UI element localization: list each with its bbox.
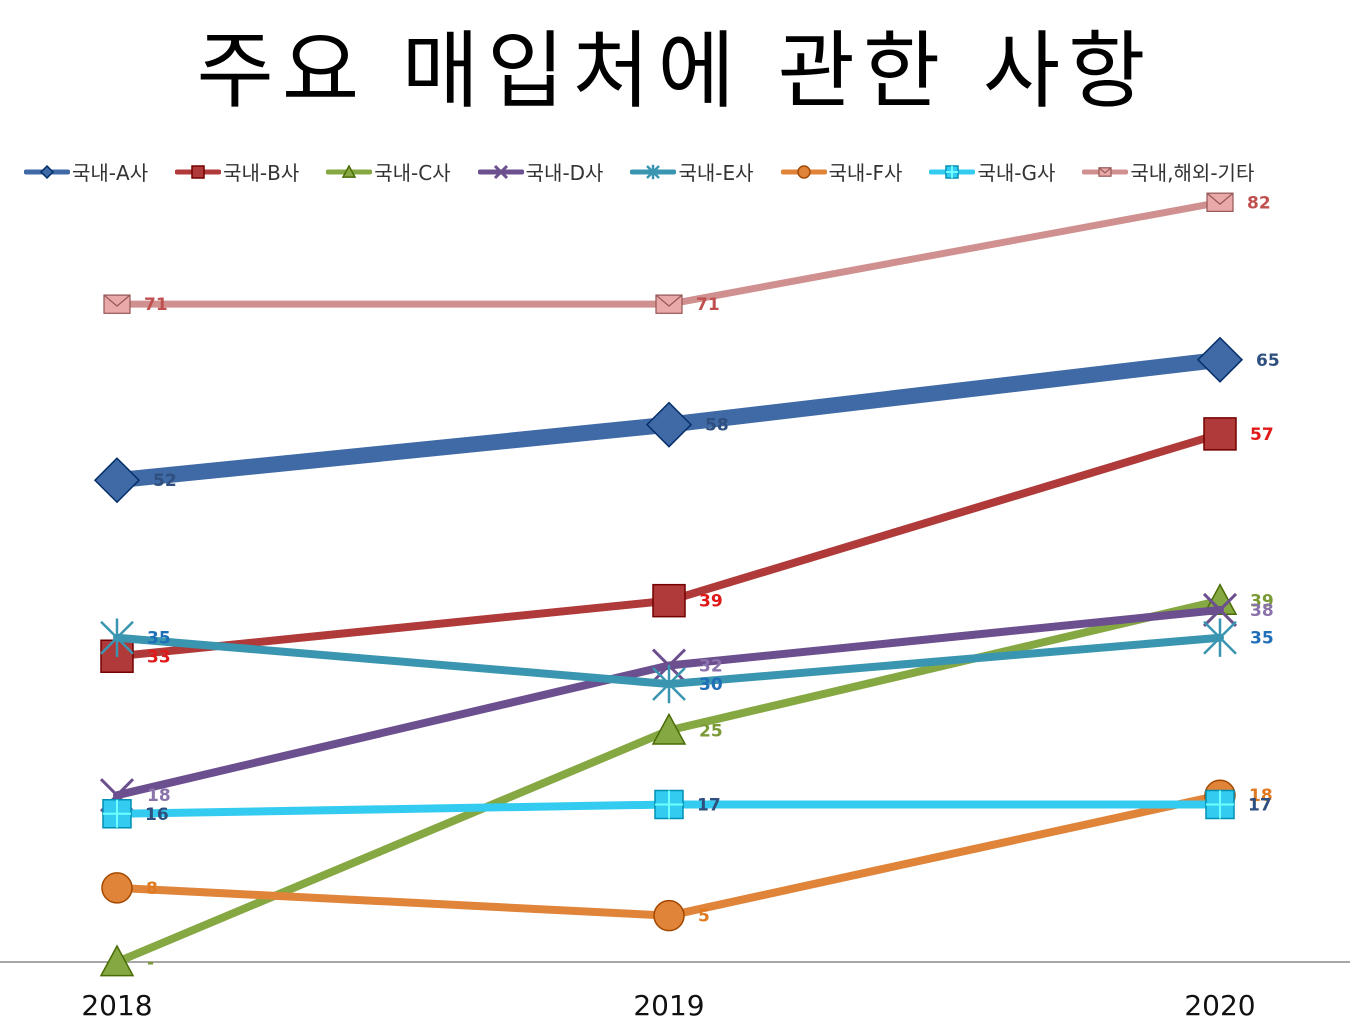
data-point-marker — [645, 401, 693, 448]
data-label: 17 — [1248, 795, 1272, 815]
legend-item: 국내-G사 — [929, 157, 1055, 186]
legend-item: 국내-E사 — [630, 157, 754, 186]
legend-item: 국내,해외-기타 — [1082, 157, 1254, 186]
data-label: - — [147, 953, 154, 973]
data-label: 32 — [699, 657, 723, 677]
data-point-marker — [652, 664, 686, 704]
x-tick-label: 2019 — [633, 989, 704, 1022]
data-label: 65 — [1256, 351, 1280, 371]
series-7: 16 17 17 — [102, 789, 1272, 829]
data-point-marker — [103, 294, 131, 314]
series-6: 8 5 18 — [101, 779, 1273, 932]
data-point-marker — [1203, 618, 1237, 657]
data-point-marker — [93, 457, 141, 504]
data-point-marker — [99, 944, 135, 977]
series-2: 33 39 57 — [100, 417, 1274, 674]
legend-label: 국내-E사 — [678, 161, 754, 185]
legend-swatch — [477, 164, 524, 179]
chart-legend: 국내-A사 국내-B사 국내-C사 국내-D사 국내-E사 국내-F사 국내-G사 국내,해외… — [24, 157, 1281, 186]
legend-label: 국내-A사 — [72, 161, 149, 185]
data-label: 25 — [699, 721, 723, 741]
data-label: 52 — [153, 471, 177, 491]
legend-item: 국내-A사 — [24, 157, 148, 186]
legend-label: 국내-D사 — [525, 161, 604, 185]
legend-swatch — [1082, 166, 1129, 177]
legend-swatch — [326, 163, 373, 178]
legend-label: 국내-F사 — [828, 161, 903, 185]
legend-item: 국내-B사 — [175, 157, 299, 186]
data-point-marker — [1196, 336, 1244, 383]
data-point-marker — [652, 583, 686, 618]
legend-label: 국내,해외-기타 — [1130, 161, 1255, 185]
chart-title: 주요 매입처에 관한 사항 — [196, 22, 1154, 120]
legend-label: 국내-G사 — [977, 161, 1056, 185]
legend-swatch — [630, 164, 677, 179]
data-point-marker — [101, 872, 133, 904]
x-tick-label: 2020 — [1184, 989, 1255, 1022]
legend-item: 국내-D사 — [477, 157, 604, 186]
data-point-marker — [1203, 417, 1237, 451]
data-label: 16 — [145, 805, 169, 825]
data-label: 8 — [146, 879, 158, 899]
series-line — [113, 198, 1224, 308]
legend-swatch — [780, 164, 827, 179]
data-label: 18 — [147, 786, 171, 806]
data-label: 38 — [1250, 601, 1274, 621]
legend-swatch — [929, 164, 976, 179]
data-point-marker — [1205, 789, 1235, 820]
data-label: 57 — [1250, 425, 1274, 445]
series-5: 35 30 35 — [100, 618, 1274, 704]
data-label: 39 — [1250, 592, 1274, 612]
data-label: 35 — [1250, 629, 1274, 649]
legend-swatch — [24, 164, 70, 179]
legend-label: 국내-C사 — [374, 161, 451, 185]
data-label: 30 — [699, 675, 723, 695]
data-label: 5 — [698, 907, 710, 927]
series-1: 52 58 65 — [93, 336, 1280, 504]
data-label: 35 — [147, 629, 171, 649]
data-label: 39 — [699, 592, 723, 612]
legend-item: 국내-F사 — [780, 157, 903, 186]
data-label: 58 — [705, 416, 729, 436]
data-point-marker — [102, 799, 132, 829]
data-point-marker — [651, 712, 687, 745]
legend-swatch — [175, 164, 222, 179]
data-label: 33 — [147, 647, 171, 667]
data-label: 18 — [1249, 786, 1273, 806]
data-label: 17 — [697, 795, 721, 815]
legend-item: 국내-C사 — [326, 157, 451, 186]
data-point-marker — [1206, 192, 1234, 212]
x-tick-label: 2018 — [81, 989, 152, 1022]
legend-label: 국내-B사 — [223, 161, 300, 185]
series-8: 71 71 82 — [103, 192, 1271, 315]
data-point-marker — [100, 618, 134, 657]
data-point-marker — [653, 899, 685, 932]
data-label: 71 — [144, 295, 168, 315]
data-label: 82 — [1247, 193, 1271, 213]
data-point-marker — [655, 294, 683, 314]
data-label: 71 — [696, 295, 720, 315]
data-point-marker — [654, 789, 684, 820]
data-point-marker — [1202, 592, 1238, 627]
